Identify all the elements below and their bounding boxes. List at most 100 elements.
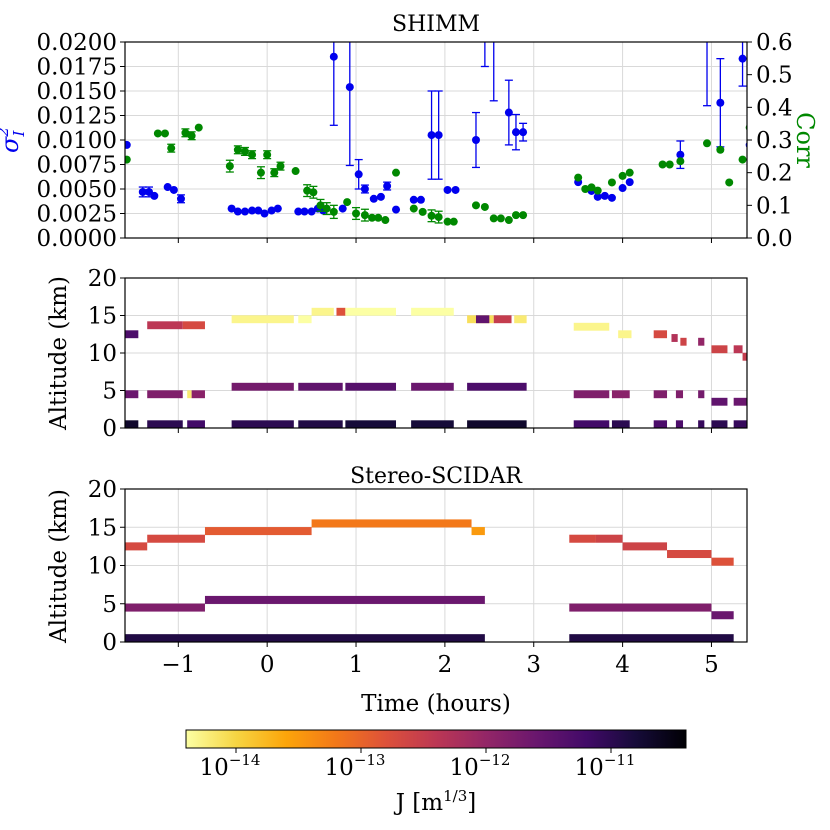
profile-turbulence-layer <box>298 420 343 428</box>
profile-turbulence-layer <box>231 420 294 428</box>
profile-turbulence-layer <box>467 420 527 428</box>
shimm-right-tick-label: 0.0 <box>756 226 793 252</box>
colorbar-tick-base: 10 <box>325 755 354 781</box>
profile-turbulence-layer <box>653 420 668 428</box>
corr-point <box>471 201 480 210</box>
profile-y-tick-label: 0 <box>102 416 117 442</box>
variance-point <box>490 28 498 36</box>
profile-turbulence-layer <box>147 390 183 399</box>
variance-point <box>716 98 725 107</box>
scidar-marks <box>125 519 734 642</box>
variance-point <box>150 191 159 200</box>
shimm-left-ylabel-sub: I <box>10 130 28 138</box>
corr-point <box>270 168 279 177</box>
colorbar-tick-label: 10−11 <box>575 751 636 781</box>
profile-turbulence-layer <box>675 420 684 428</box>
corr-point <box>291 167 300 176</box>
profile-turbulence-layer <box>618 330 632 339</box>
corr-point <box>263 150 272 159</box>
corr-point <box>194 123 203 132</box>
profile-turbulence-layer <box>475 315 490 324</box>
variance-point <box>254 206 263 215</box>
corr-point <box>665 160 674 169</box>
variance-point <box>267 206 276 215</box>
shimm-profile-panel: 0 5 10 15 20 Altitude (km) <box>46 266 748 442</box>
scidar-turbulence-layer <box>204 595 485 604</box>
scidar-turbulence-layer <box>569 634 734 642</box>
scidar-x-tick-label: 3 <box>526 652 541 678</box>
corr-point <box>153 129 162 138</box>
corr-point <box>392 168 401 177</box>
profile-turbulence-layer <box>698 420 705 428</box>
scidar-x-tick-label: 4 <box>615 652 630 678</box>
corr-point <box>434 213 443 222</box>
shimm-right-tick-label: 0.1 <box>756 193 793 219</box>
profile-turbulence-layer <box>182 321 205 330</box>
variance-point <box>451 185 460 194</box>
corr-point <box>322 204 331 213</box>
colorbar-tick-base: 10 <box>575 755 604 781</box>
shimm-ticks: 0.00000.00250.00500.00750.01000.01250.01… <box>37 30 793 252</box>
corr-point <box>233 145 242 154</box>
time-xlabel: Time (hours) <box>361 691 511 717</box>
variance-point <box>338 204 347 213</box>
profile-turbulence-layer <box>191 390 205 399</box>
variance-point <box>519 128 528 137</box>
colorbar-label-main: J [m <box>394 790 444 816</box>
colorbar-gradient <box>185 729 687 749</box>
variance-point <box>294 207 303 216</box>
profile-turbulence-layer <box>187 420 205 428</box>
variance-point <box>345 83 354 92</box>
corr-point <box>581 185 590 193</box>
corr-point <box>374 213 383 222</box>
variance-point <box>416 195 425 204</box>
shimm-left-ylabel: σI2 <box>0 127 28 153</box>
colorbar-tick-exp: −13 <box>354 751 386 769</box>
scidar-turbulence-layer <box>711 611 734 620</box>
profile-turbulence-layer <box>125 420 139 428</box>
scidar-turbulence-layer <box>204 527 312 536</box>
corr-point <box>658 160 667 169</box>
shimm-left-tick-label: 0.0025 <box>37 202 117 228</box>
corr-point <box>343 198 352 207</box>
scidar-panel: Stereo-SCIDAR 0 5 10 15 20 −1 0 1 2 3 4 5 Altitude … <box>46 464 748 717</box>
shimm-left-tick-label: 0.0125 <box>37 104 117 130</box>
scidar-y-tick-label: 0 <box>102 630 117 656</box>
variance-point <box>618 184 627 193</box>
shimm-right-tick-label: 0.6 <box>756 30 793 56</box>
profile-turbulence-layer <box>611 420 630 428</box>
corr-point <box>703 139 712 148</box>
profile-turbulence-layer <box>125 390 139 399</box>
profile-turbulence-layer <box>231 315 294 324</box>
colorbar-tick-exp: −12 <box>479 751 511 769</box>
profile-turbulence-layer <box>733 420 747 428</box>
scidar-turbulence-layer <box>595 534 623 543</box>
profile-turbulence-layer <box>611 390 630 399</box>
profile-turbulence-layer <box>742 352 747 361</box>
corr-point <box>167 144 176 153</box>
corr-point <box>187 131 196 140</box>
profile-turbulence-layer <box>147 420 183 428</box>
corr-point <box>489 214 498 223</box>
variance-point <box>504 108 513 117</box>
profile-turbulence-layer <box>298 315 312 324</box>
variance-point <box>625 178 634 187</box>
variance-point <box>125 140 131 149</box>
corr-point <box>125 155 131 164</box>
variance-point <box>169 185 178 194</box>
variance-point <box>273 204 282 213</box>
scidar-turbulence-layer <box>569 603 712 612</box>
profile-marks <box>125 307 747 428</box>
variance-point <box>233 207 242 216</box>
colorbar-label-end: ] <box>467 790 476 816</box>
shimm-right-tick-label: 0.5 <box>756 63 793 89</box>
variance-point <box>593 192 602 201</box>
profile-turbulence-layer <box>411 382 454 391</box>
profile-turbulence-layer <box>467 382 527 391</box>
corr-point <box>368 213 377 222</box>
profile-turbulence-layer <box>514 315 527 324</box>
profile-turbulence-layer <box>675 390 684 399</box>
shimm-left-tick-label: 0.0150 <box>37 79 117 105</box>
shimm-left-tick-label: 0.0050 <box>37 177 117 203</box>
